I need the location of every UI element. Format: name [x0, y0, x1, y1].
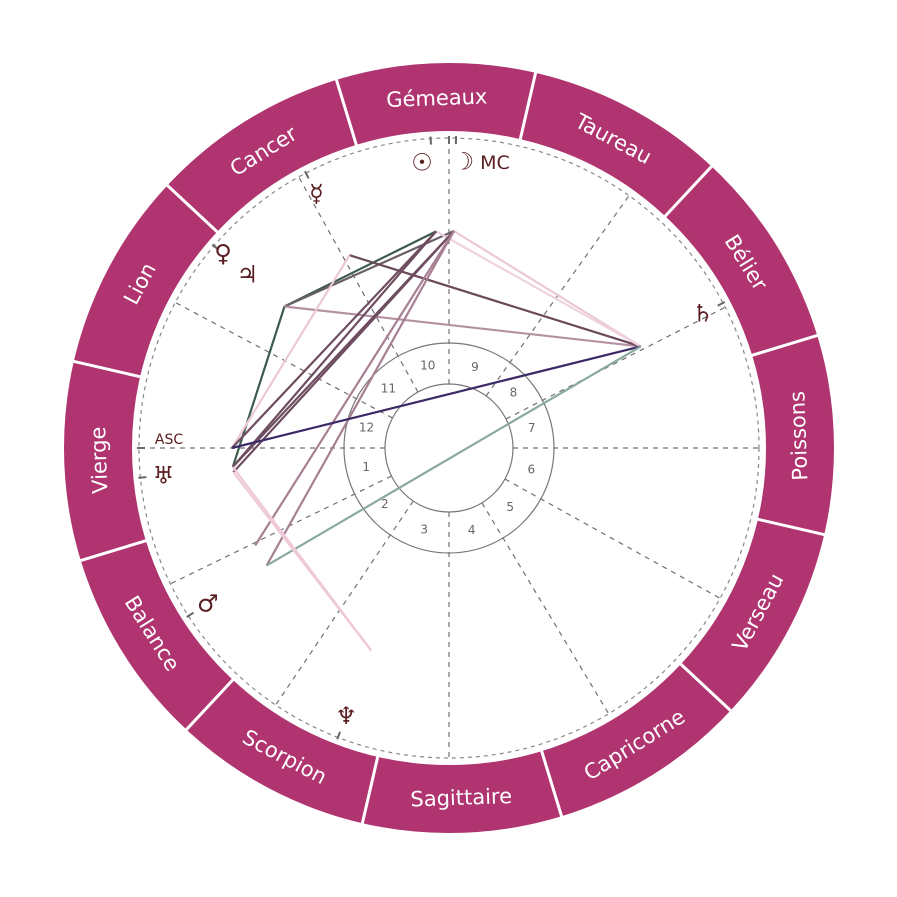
mc-label: MC [480, 152, 510, 174]
house-number-12: 12 [359, 420, 374, 434]
sign-divider [518, 71, 538, 141]
planet-tick [717, 301, 726, 307]
asc-label: ASC [155, 432, 183, 448]
aspect-line-venus-uranus [231, 306, 286, 468]
saturn-icon: ♄ [692, 300, 714, 328]
sign-label-gémeaux: Gémeaux [386, 84, 488, 112]
mars-icon: ♂ [197, 589, 219, 617]
house-cusp-line [275, 500, 414, 706]
aspect-line-moon-saturn [453, 230, 642, 348]
house-outer-circle [343, 342, 555, 554]
degree-circle [138, 137, 760, 759]
aspect-line-mercury-asc [231, 254, 351, 449]
sign-divider [663, 164, 714, 218]
house-cusp-line [481, 502, 610, 715]
sign-divider [79, 538, 148, 563]
planet-tick [304, 170, 310, 179]
aspect-lines [231, 230, 642, 652]
neptune-icon: ♆ [335, 702, 357, 730]
mercury-icon: ☿ [309, 179, 324, 207]
sign-label-sagittaire: Sagittaire [410, 784, 512, 812]
sign-divider [539, 749, 564, 818]
house-number-5: 5 [506, 500, 514, 514]
sun-icon: ☉ [411, 148, 433, 176]
zodiac-band [64, 63, 834, 833]
aspect-line-sun-asc [231, 230, 437, 449]
planet-tick [336, 731, 341, 740]
jupiter-icon: ♃ [237, 261, 259, 289]
house-inner-circle [384, 383, 514, 513]
aspect-line-moon-mars [265, 230, 455, 567]
house-number-1: 1 [362, 460, 370, 474]
planet-tick [211, 243, 220, 251]
house-number-7: 7 [528, 421, 536, 435]
house-cusp-line [504, 478, 721, 599]
house-number-11: 11 [381, 381, 396, 395]
sign-divider [72, 359, 142, 379]
sign-divider [756, 517, 826, 537]
aspect-line-sun-saturn [435, 230, 642, 348]
aspect-line-moon-point [254, 230, 455, 547]
sign-label-poissons: Poissons [785, 391, 812, 481]
aspect-line-uranus2-neptune [232, 471, 373, 652]
aspect-line-asc-saturn [231, 345, 642, 450]
aspect-line-venus-saturn [284, 305, 641, 348]
aspect-line-moon-venus [284, 230, 455, 308]
sign-divider [679, 662, 733, 713]
aspect-line-moon-uranus2 [232, 230, 455, 473]
house-number-2: 2 [381, 497, 389, 511]
sign-divider [184, 678, 235, 732]
planet-ticks [137, 136, 726, 740]
sign-divider [750, 333, 819, 358]
house-number-4: 4 [468, 523, 476, 537]
sign-divider [334, 78, 359, 147]
uranus-icon: ♅ [153, 462, 175, 490]
aspect-line-mars-saturn [266, 345, 642, 567]
aspect-line-sun-venus [283, 230, 437, 308]
planet-glyphs: ☉ ☽ ☿ ♀♃ ♅ ♂ ♆ ♄ ASC MC [153, 147, 714, 730]
sign-divider [165, 183, 219, 234]
moon-icon: ☽ [453, 147, 475, 175]
house-number-3: 3 [420, 522, 428, 536]
house-number-10: 10 [420, 359, 435, 373]
house-number-6: 6 [527, 462, 535, 476]
aspect-line-mercury-saturn [349, 254, 642, 348]
aspect-line-sun-uranus [231, 230, 437, 468]
planet-tick [186, 611, 195, 618]
zodiac-ring: BélierTaureauGémeauxCancerLionViergeBala… [64, 63, 834, 833]
venus-icon: ♀ [214, 240, 232, 268]
house-number-9: 9 [471, 360, 479, 374]
planet-tick [138, 476, 147, 479]
sign-divider [360, 755, 380, 825]
house-number-8: 8 [510, 386, 518, 400]
sign-label-vierge: Vierge [86, 426, 112, 494]
